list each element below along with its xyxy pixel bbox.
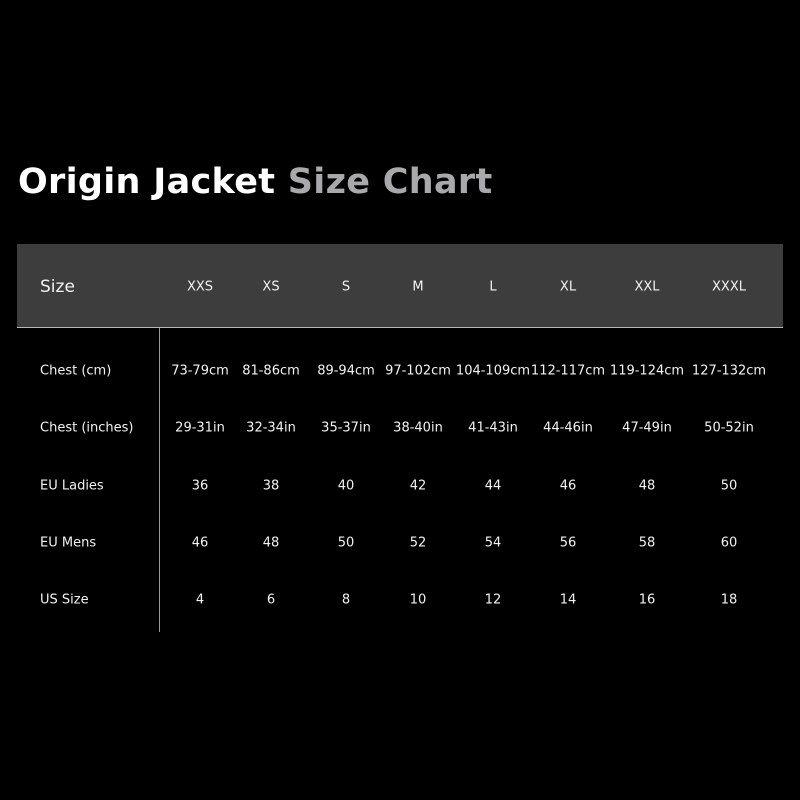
table-cell: 58	[638, 535, 656, 551]
row-label: Chest (cm)	[40, 363, 112, 379]
table-cell: 46	[559, 478, 577, 494]
table-cell: 60	[720, 535, 738, 551]
table-cell: 47-49in	[622, 420, 672, 436]
table-cell: 50	[720, 478, 738, 494]
title-product: Origin Jacket	[18, 162, 276, 202]
table-cell: 56	[559, 535, 577, 551]
table-cell: 41-43in	[468, 420, 518, 436]
column-divider	[159, 328, 160, 632]
header-size-xs: XS	[262, 279, 280, 295]
header-size-xxxl: XXXL	[712, 279, 746, 295]
table-cell: 12	[484, 592, 502, 608]
table-header-band	[17, 244, 783, 328]
header-size-l: L	[489, 279, 497, 295]
table-cell: 6	[266, 592, 276, 608]
header-size-xl: XL	[559, 279, 577, 295]
table-cell: 119-124cm	[609, 363, 685, 379]
table-cell: 38-40in	[393, 420, 443, 436]
table-cell: 52	[409, 535, 427, 551]
row-label: US Size	[40, 592, 89, 608]
table-cell: 44-46in	[543, 420, 593, 436]
header-size-m: M	[412, 279, 424, 295]
table-cell: 40	[337, 478, 355, 494]
table-cell: 16	[638, 592, 656, 608]
table-cell: 81-86cm	[242, 363, 300, 379]
table-cell: 50-52in	[704, 420, 754, 436]
header-size-s: S	[341, 279, 351, 295]
table-cell: 54	[484, 535, 502, 551]
table-cell: 42	[409, 478, 427, 494]
table-cell: 46	[191, 535, 209, 551]
table-cell: 44	[484, 478, 502, 494]
table-cell: 35-37in	[321, 420, 371, 436]
row-label: Chest (inches)	[40, 420, 134, 436]
header-size-xxl: XXL	[634, 279, 660, 295]
table-cell: 48	[638, 478, 656, 494]
table-cell: 4	[195, 592, 205, 608]
table-cell: 112-117cm	[530, 363, 606, 379]
table-cell: 32-34in	[246, 420, 296, 436]
table-cell: 97-102cm	[385, 363, 451, 379]
table-cell: 29-31in	[175, 420, 225, 436]
page-title: Origin Jacket Size Chart	[18, 162, 492, 202]
table-cell: 10	[409, 592, 427, 608]
table-cell: 48	[262, 535, 280, 551]
header-size-xxs: XXS	[186, 279, 214, 295]
table-cell: 127-132cm	[691, 363, 767, 379]
table-cell: 14	[559, 592, 577, 608]
header-size-label: Size	[40, 277, 75, 297]
table-cell: 89-94cm	[317, 363, 375, 379]
title-size-chart: Size Chart	[287, 162, 493, 202]
row-label: EU Mens	[40, 535, 97, 551]
table-cell: 36	[191, 478, 209, 494]
table-cell: 8	[341, 592, 351, 608]
table-cell: 38	[262, 478, 280, 494]
table-cell: 104-109cm	[455, 363, 531, 379]
table-cell: 18	[720, 592, 738, 608]
table-cell: 73-79cm	[171, 363, 229, 379]
row-label: EU Ladies	[40, 478, 104, 494]
table-cell: 50	[337, 535, 355, 551]
